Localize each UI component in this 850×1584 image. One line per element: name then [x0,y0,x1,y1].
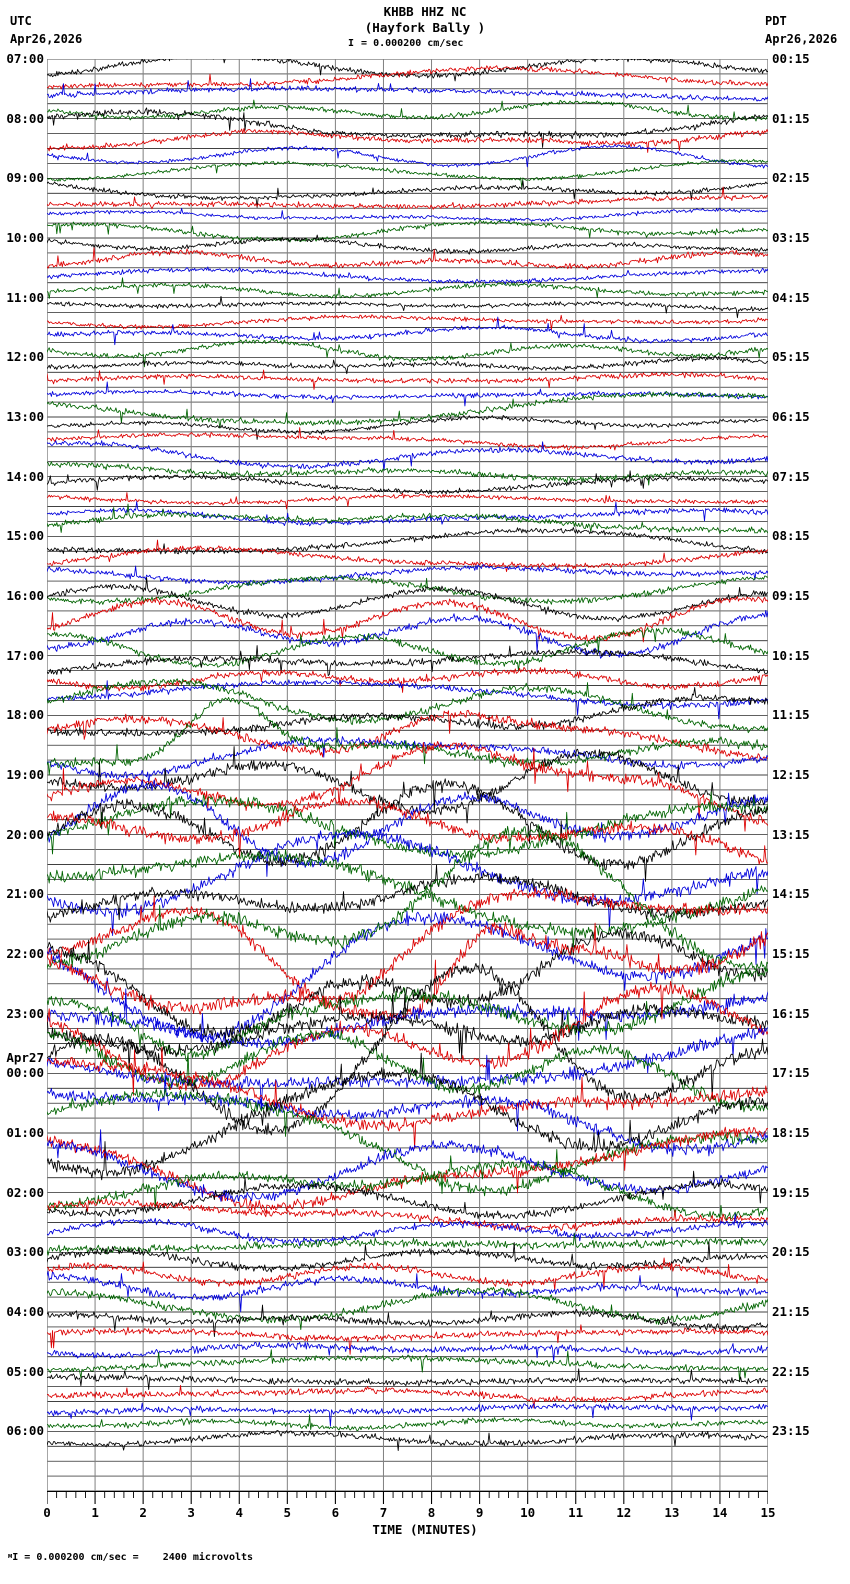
pdt-row-time-label: 14:15 [772,886,810,902]
utc-row-time-label: 14:00 [6,468,44,484]
amplitude-scale-legend: I = 0.000200 cm/sec [347,38,463,49]
pdt-row-time-label: 18:15 [772,1125,810,1140]
pdt-row-time-label: 00:15 [772,51,810,66]
x-axis-tick-label: 6 [331,1505,340,1520]
pdt-row-time-label: 12:15 [772,767,810,782]
utc-row-time-label: 06:00 [6,1423,44,1439]
pdt-row-time-label: 08:15 [772,528,810,544]
helicorder-plot-area [47,59,768,1491]
x-axis-tick-label: 7 [379,1505,388,1520]
x-axis-tick-label: 15 [760,1505,776,1520]
utc-row-time-label: 02:00 [6,1184,44,1200]
utc-row-time-label: 11:00 [6,289,44,305]
scale-value: 0.000200 cm/sec [373,38,464,49]
pdt-row-time-label: 20:15 [772,1244,810,1260]
utc-row-time-label: 07:00 [6,51,44,66]
pdt-row-time-label: 05:15 [772,349,810,365]
x-axis-title: TIME (MINUTES) [372,1522,478,1537]
x-axis-tick-label: 11 [568,1505,584,1520]
utc-row-time-label: 15:00 [6,528,44,544]
utc-row-time-label: 04:00 [6,1304,44,1319]
pdt-row-time-label: 07:15 [772,468,810,484]
x-axis-tick-label: 0 [43,1505,51,1520]
pdt-row-time-label: 03:15 [772,230,810,245]
pdt-row-time-label: 21:15 [772,1304,810,1319]
x-axis-tick-labels: 0 1 2 3 4 5 6 7 8 9 10 11 12 13 14 15 [0,1505,850,1523]
utc-row-time-label: 19:00 [6,767,44,782]
utc-row-time-label: 08:00 [6,110,44,126]
utc-row-time-label: 16:00 [6,588,44,603]
footer-prefix: м [8,1552,13,1560]
utc-row-time-label: 00:00 [6,1065,44,1081]
x-axis-tick-label: 3 [187,1505,195,1520]
utc-row-time-label: 23:00 [6,1005,44,1021]
utc-row-time-label: 22:00 [6,946,44,961]
pdt-row-time-label: 16:15 [772,1005,810,1021]
utc-row-time-label: 13:00 [6,409,44,424]
x-axis-tick-label: 9 [475,1505,484,1520]
footer-scale-note: мI = 0.000200 cm/sec = 2400 microvolts [8,1552,253,1563]
pdt-row-time-label: 19:15 [772,1184,810,1200]
pdt-row-time-label: 15:15 [772,946,810,961]
seismogram-traces [47,59,768,1491]
footer-text: = 0.000200 cm/sec = 2400 microvolts [24,1552,254,1563]
utc-row-time-label: 03:00 [6,1244,44,1260]
utc-row-time-label: 12:00 [6,349,44,365]
x-axis-tick-label: 10 [520,1505,536,1520]
scale-equals: = [361,38,368,49]
utc-row-time-label: 21:00 [6,886,44,902]
pdt-row-time-label: 04:15 [772,289,810,305]
site-name-label: (Hayfork Bally ) [364,20,486,35]
pdt-row-time-label: 23:15 [772,1423,810,1439]
pdt-row-time-label: 06:15 [772,409,810,424]
station-title: KHBB HHZ NC [383,4,467,19]
utc-row-time-label: 09:00 [6,170,44,186]
pdt-row-time-label: 17:15 [772,1065,810,1081]
x-axis-tick-label: 12 [616,1505,632,1520]
utc-row-time-label: Apr27 [6,1050,44,1066]
x-axis-tick-label: 2 [139,1505,147,1520]
x-axis-tick-label: 14 [712,1505,728,1520]
pdt-row-time-label: 10:15 [772,647,810,663]
utc-row-time-label: 01:00 [6,1125,44,1140]
utc-row-time-label: 10:00 [6,230,44,245]
scale-ibeam-icon: I [347,38,355,49]
pdt-row-time-label: 11:15 [772,707,810,723]
pdt-date-label: Apr26,2026 [765,32,838,46]
x-axis-tick-label: 4 [235,1505,244,1520]
utc-row-time-label: 20:00 [6,826,44,842]
utc-date-label: Apr26,2026 [10,32,83,46]
utc-row-time-label: 18:00 [6,707,44,723]
x-axis-ticks [47,1491,768,1504]
utc-timezone-label: UTC [10,14,32,28]
pdt-row-time-label: 09:15 [772,588,810,603]
x-axis-tick-label: 8 [427,1505,436,1520]
x-axis-tick-label: 13 [664,1505,680,1520]
pdt-row-time-label: 01:15 [772,110,810,126]
pdt-timezone-label: PDT [765,14,787,28]
pdt-row-time-label: 13:15 [772,826,810,842]
pdt-row-time-label: 02:15 [772,170,810,186]
x-axis-tick-label: 1 [91,1505,99,1520]
utc-row-time-label: 17:00 [6,647,44,663]
footer-ibeam-icon: I [12,1552,19,1563]
pdt-row-time-label: 22:15 [772,1363,810,1379]
x-axis-tick-label: 5 [283,1505,292,1520]
utc-row-time-label: 05:00 [6,1363,44,1379]
